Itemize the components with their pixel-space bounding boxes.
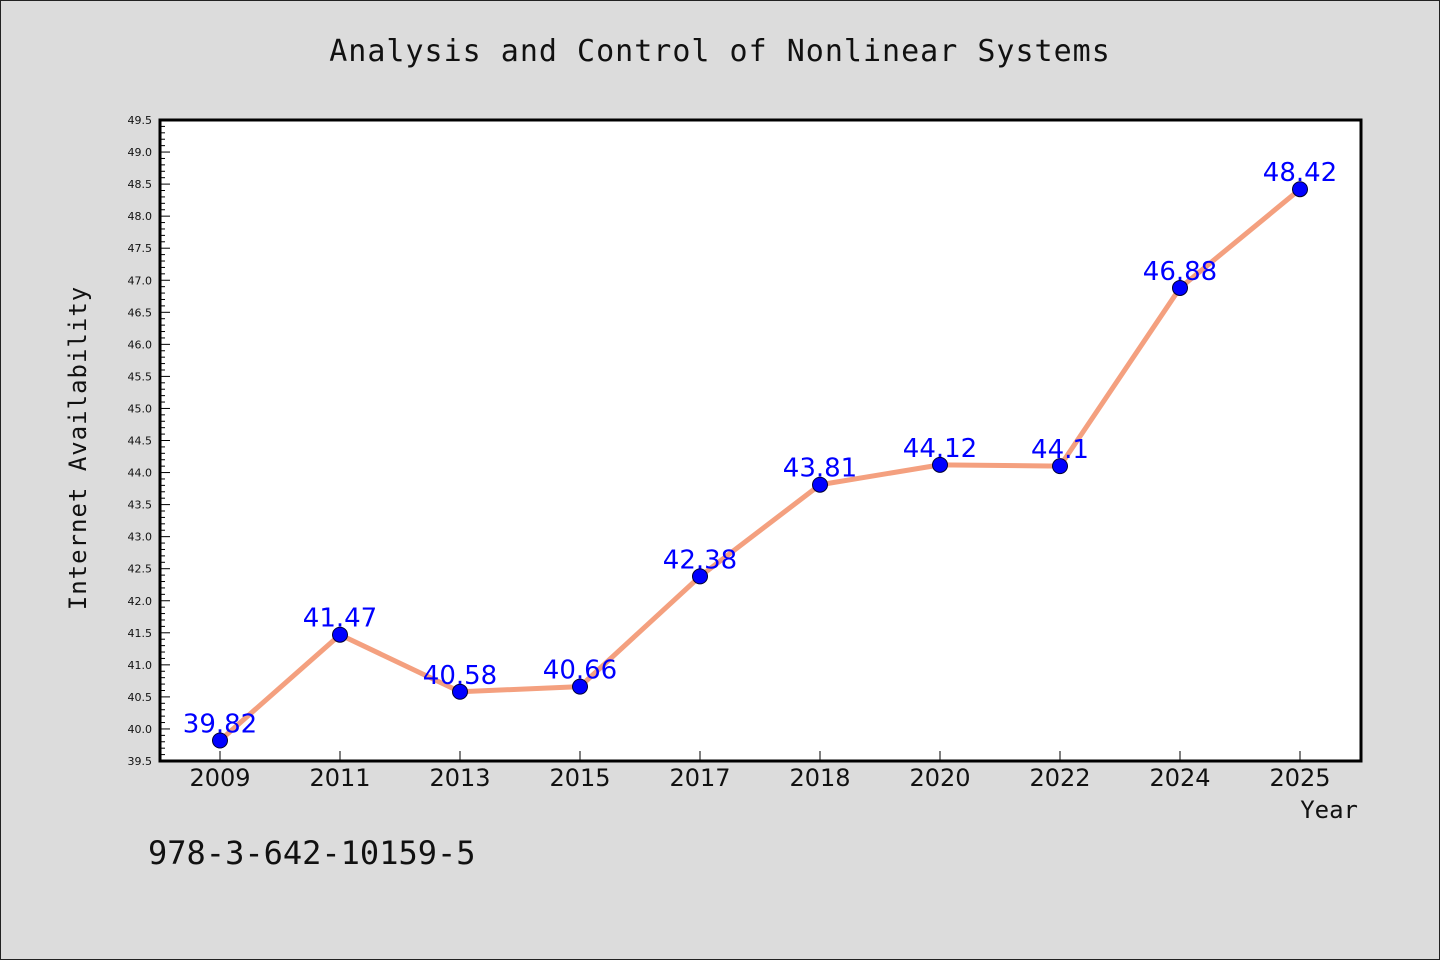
x-tick-label: 2013 <box>429 764 490 792</box>
y-tick-label: 41.5 <box>128 627 153 640</box>
data-label: 40.58 <box>423 661 497 691</box>
data-label: 46.88 <box>1143 257 1217 287</box>
y-tick-label: 41.0 <box>128 659 153 672</box>
data-label: 39.82 <box>183 709 257 739</box>
data-point <box>812 476 828 493</box>
data-point <box>212 732 228 749</box>
data-label: 44.12 <box>903 434 977 464</box>
x-tick-label: 2017 <box>669 764 730 792</box>
x-tick-label: 2025 <box>1269 764 1330 792</box>
data-label: 41.47 <box>303 604 377 634</box>
isbn-annotation: 978-3-642-10159-5 <box>148 834 476 872</box>
y-tick-label: 40.0 <box>128 723 153 736</box>
y-tick-label: 48.5 <box>128 178 153 191</box>
data-point <box>1052 458 1068 475</box>
x-tick-label: 2018 <box>789 764 850 792</box>
y-axis: 39.5 40.0 40.5 41.0 41.5 42.0 42.5 43.0 43.5 44.0… <box>128 114 170 768</box>
y-tick-label: 46.5 <box>128 306 153 319</box>
y-tick-label: 48.0 <box>128 210 153 223</box>
x-tick-label: 2009 <box>189 764 250 792</box>
y-tick-label: 44.0 <box>128 467 153 480</box>
data-label: 40.66 <box>543 656 617 686</box>
data-point <box>452 683 468 700</box>
data-point <box>332 626 348 643</box>
data-point <box>1172 279 1188 296</box>
data-label: 43.81 <box>783 454 857 484</box>
x-tick-label: 2020 <box>909 764 970 792</box>
y-tick-label: 40.5 <box>128 691 153 704</box>
data-label: 42.38 <box>663 545 737 575</box>
data-point <box>692 568 708 585</box>
y-tick-label: 43.5 <box>128 499 153 512</box>
data-label: 48.42 <box>1263 158 1337 188</box>
x-tick-label: 2024 <box>1149 764 1210 792</box>
y-tick-label: 46.0 <box>128 338 153 351</box>
y-tick-label: 49.0 <box>128 146 153 159</box>
plot-area <box>158 118 1363 763</box>
data-label: 44.1 <box>1031 435 1089 465</box>
y-tick-label: 43.0 <box>128 531 153 544</box>
y-tick-label: 47.5 <box>128 242 153 255</box>
y-tick-label: 45.5 <box>128 370 153 383</box>
x-axis: 2009 2011 2013 2015 2017 2018 2020 2022 2024 2025 <box>189 751 1331 792</box>
y-tick-label: 39.5 <box>128 755 153 768</box>
x-axis-label: Year <box>1300 796 1358 824</box>
y-tick-label: 42.0 <box>128 595 153 608</box>
y-tick-label: 44.5 <box>128 435 153 448</box>
series-line <box>218 187 1302 743</box>
y-tick-label: 42.5 <box>128 563 153 576</box>
y-tick-label: 49.5 <box>128 114 153 127</box>
data-point <box>932 456 948 473</box>
y-tick-label: 45.0 <box>128 402 153 415</box>
x-tick-label: 2022 <box>1029 764 1090 792</box>
data-point <box>572 678 588 695</box>
x-tick-label: 2011 <box>309 764 370 792</box>
data-label-group: 39.82 41.47 40.58 40.66 42.38 43.81 44.12 44.1 4… <box>183 158 1337 739</box>
y-tick-label: 47.0 <box>128 274 153 287</box>
chart-title: Analysis and Control of Nonlinear System… <box>329 34 1111 69</box>
series-group <box>212 181 1308 749</box>
x-tick-label: 2015 <box>549 764 610 792</box>
data-point <box>1292 181 1308 198</box>
